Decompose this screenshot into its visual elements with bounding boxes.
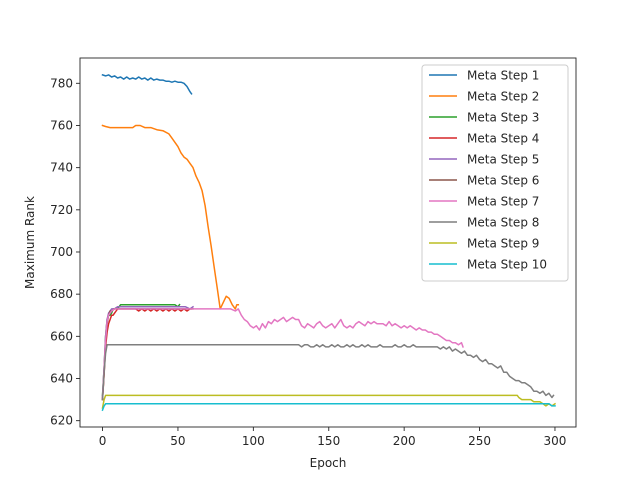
legend-label: Meta Step 10 (467, 258, 547, 272)
series-line-meta-step-1 (101, 73, 193, 95)
x-tick-label: 50 (170, 434, 185, 448)
y-tick-label: 640 (50, 372, 73, 386)
plot-frame (79, 57, 577, 428)
y-axis-label: Maximum Rank (23, 196, 37, 289)
legend-label: Meta Step 4 (467, 132, 539, 146)
legend-box (421, 64, 569, 282)
series-line-meta-step-2 (101, 124, 240, 310)
y-tick-label: 660 (50, 329, 73, 343)
y-tick-label: 700 (50, 245, 73, 259)
y-tick-label: 740 (50, 161, 73, 175)
y-tick-label: 760 (50, 118, 73, 132)
y-tick-label: 720 (50, 203, 73, 217)
series-line-meta-step-8 (101, 344, 555, 401)
legend-label: Meta Step 9 (467, 237, 539, 251)
x-tick-label: 0 (99, 434, 107, 448)
legend-label: Meta Step 1 (467, 69, 539, 83)
legend-label: Meta Step 2 (467, 90, 539, 104)
ticks-layer: 0 50 100 150 200 250 300 620 640 660 680 700 720 740 7… (50, 76, 566, 448)
x-tick-label: 300 (544, 434, 567, 448)
series-line-meta-step-10 (101, 403, 556, 412)
legend-label: Meta Step 7 (467, 195, 539, 209)
legend-label: Meta Step 6 (467, 174, 539, 188)
legend-label: Meta Step 8 (467, 216, 539, 230)
series-layer (101, 73, 557, 412)
y-tick-label: 780 (50, 76, 73, 90)
legend-label: Meta Step 3 (467, 111, 539, 125)
series-line-meta-step-7 (101, 308, 464, 399)
y-tick-label: 620 (50, 414, 73, 428)
y-tick-label: 680 (50, 287, 73, 301)
x-tick-label: 250 (468, 434, 491, 448)
x-tick-label: 100 (242, 434, 265, 448)
legend: Meta Step 1 Meta Step 2 Meta Step 3 Meta St… (421, 64, 569, 282)
series-line-meta-step-4 (101, 308, 193, 401)
x-tick-label: 200 (393, 434, 416, 448)
legend-label: Meta Step 5 (467, 153, 539, 167)
x-axis-label: Epoch (310, 456, 347, 470)
x-tick-label: 150 (317, 434, 340, 448)
